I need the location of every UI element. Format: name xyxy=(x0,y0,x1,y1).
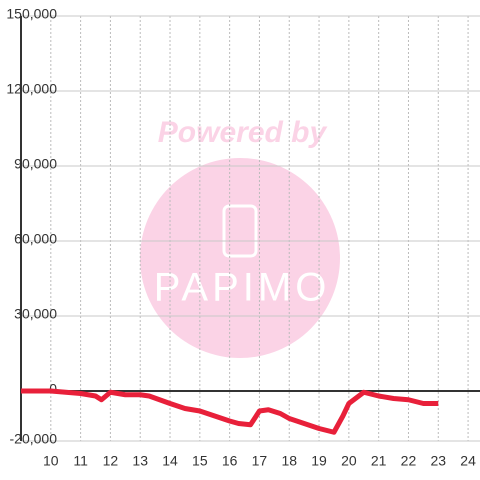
x-tick-label: 22 xyxy=(401,453,417,469)
watermark-text: Powered by xyxy=(158,116,328,149)
y-tick-label: 120,000 xyxy=(6,81,57,97)
y-tick-label: 60,000 xyxy=(14,231,57,247)
y-tick-label: 30,000 xyxy=(14,306,57,322)
watermark-phone xyxy=(222,204,258,258)
x-tick-label: 15 xyxy=(192,453,208,469)
x-tick-label: 12 xyxy=(103,453,119,469)
x-tick-label: 23 xyxy=(430,453,446,469)
x-tick-label: 16 xyxy=(222,453,238,469)
x-tick-label: 13 xyxy=(132,453,148,469)
x-tick-label: 11 xyxy=(73,453,88,469)
line xyxy=(21,388,439,435)
watermark-logo: PAPIMO xyxy=(154,266,331,310)
x-tick-label: 21 xyxy=(371,453,387,469)
y-tick-label: -20,000 xyxy=(10,431,58,447)
x-tick-label: 20 xyxy=(341,453,357,469)
x-tick-label: 19 xyxy=(311,453,327,469)
x-tick-label: 17 xyxy=(252,453,268,469)
y-tick-label: 150,000 xyxy=(6,6,57,22)
y-tick-label: 90,000 xyxy=(14,156,57,172)
x-tick-label: 18 xyxy=(281,453,297,469)
x-tick-label: 14 xyxy=(162,453,178,469)
x-tick-label: 24 xyxy=(460,453,476,469)
watermark-circle xyxy=(140,158,340,358)
x-tick-label: 10 xyxy=(43,453,59,469)
